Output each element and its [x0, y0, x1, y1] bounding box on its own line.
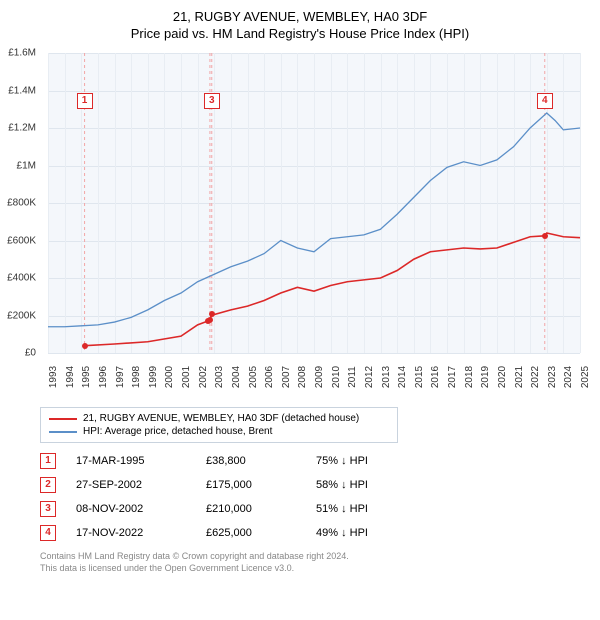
- x-tick-label: 2022: [530, 366, 541, 388]
- event-pct: 75% ↓ HPI: [316, 455, 396, 467]
- event-price: £38,800: [206, 455, 296, 467]
- legend-item: HPI: Average price, detached house, Bren…: [49, 425, 389, 438]
- legend-swatch: [49, 431, 77, 433]
- x-tick-label: 1993: [48, 366, 59, 388]
- event-date: 27-SEP-2002: [76, 479, 186, 491]
- x-tick-label: 1995: [81, 366, 92, 388]
- x-tick-label: 2019: [480, 366, 491, 388]
- marker-box: 4: [537, 93, 553, 109]
- y-tick-label: £200K: [7, 310, 36, 321]
- x-tick-label: 1996: [98, 366, 109, 388]
- x-tick-label: 2021: [514, 366, 525, 388]
- x-tick-label: 2004: [231, 366, 242, 388]
- x-tick-label: 2018: [464, 366, 475, 388]
- legend-swatch: [49, 418, 77, 420]
- footer-line1: Contains HM Land Registry data © Crown c…: [40, 551, 590, 563]
- x-tick-label: 2024: [563, 366, 574, 388]
- x-tick-label: 2014: [397, 366, 408, 388]
- event-row: 4 17-NOV-2022 £625,000 49% ↓ HPI: [40, 521, 590, 545]
- y-tick-label: £1.2M: [8, 123, 36, 134]
- x-tick-label: 2000: [164, 366, 175, 388]
- event-price: £175,000: [206, 479, 296, 491]
- legend-label: 21, RUGBY AVENUE, WEMBLEY, HA0 3DF (deta…: [83, 413, 359, 424]
- event-number: 1: [40, 453, 56, 469]
- y-tick-label: £0: [25, 348, 36, 359]
- legend-label: HPI: Average price, detached house, Bren…: [83, 426, 272, 437]
- x-tick-label: 2005: [248, 366, 259, 388]
- event-row: 2 27-SEP-2002 £175,000 58% ↓ HPI: [40, 473, 590, 497]
- x-tick-label: 2008: [297, 366, 308, 388]
- y-tick-label: £600K: [7, 235, 36, 246]
- x-tick-label: 1998: [131, 366, 142, 388]
- event-date: 17-NOV-2022: [76, 527, 186, 539]
- x-tick-label: 1999: [148, 366, 159, 388]
- footer-line2: This data is licensed under the Open Gov…: [40, 563, 590, 575]
- x-tick-label: 2023: [547, 366, 558, 388]
- x-tick-label: 2012: [364, 366, 375, 388]
- marker-box: 1: [77, 93, 93, 109]
- x-tick-label: 2025: [580, 366, 591, 388]
- chart-svg: [48, 53, 580, 353]
- event-date: 17-MAR-1995: [76, 455, 186, 467]
- x-tick-label: 2003: [214, 366, 225, 388]
- plot-area: 1 3 4: [48, 53, 580, 353]
- x-tick-label: 2011: [347, 366, 358, 388]
- event-row: 3 08-NOV-2002 £210,000 51% ↓ HPI: [40, 497, 590, 521]
- event-price: £625,000: [206, 527, 296, 539]
- x-tick-label: 2020: [497, 366, 508, 388]
- chart-area: £0£200K£400K£600K£800K£1M£1.2M£1.4M£1.6M…: [40, 49, 600, 399]
- y-tick-label: £1.4M: [8, 85, 36, 96]
- y-tick-label: £1.6M: [8, 48, 36, 59]
- x-tick-label: 2010: [331, 366, 342, 388]
- x-tick-label: 2016: [430, 366, 441, 388]
- x-tick-label: 2002: [198, 366, 209, 388]
- x-tick-label: 2015: [414, 366, 425, 388]
- chart-title-line1: 21, RUGBY AVENUE, WEMBLEY, HA0 3DF: [0, 0, 600, 26]
- x-tick-label: 2009: [314, 366, 325, 388]
- event-number: 3: [40, 501, 56, 517]
- event-date: 08-NOV-2002: [76, 503, 186, 515]
- y-tick-label: £1M: [17, 160, 36, 171]
- event-number: 4: [40, 525, 56, 541]
- x-tick-label: 1997: [115, 366, 126, 388]
- event-table: 1 17-MAR-1995 £38,800 75% ↓ HPI 2 27-SEP-2002…: [40, 449, 590, 545]
- event-pct: 51% ↓ HPI: [316, 503, 396, 515]
- legend-item: 21, RUGBY AVENUE, WEMBLEY, HA0 3DF (deta…: [49, 412, 389, 425]
- x-axis: 1993 1994 1995 1996 1997 1998 1999 2000 2001 2002…: [48, 357, 580, 397]
- event-number: 2: [40, 477, 56, 493]
- x-tick-label: 1994: [65, 366, 76, 388]
- y-tick-label: £800K: [7, 198, 36, 209]
- event-pct: 49% ↓ HPI: [316, 527, 396, 539]
- sale-dot: [82, 343, 88, 349]
- footer-attribution: Contains HM Land Registry data © Crown c…: [40, 551, 590, 574]
- event-row: 1 17-MAR-1995 £38,800 75% ↓ HPI: [40, 449, 590, 473]
- sale-dot: [209, 311, 215, 317]
- event-pct: 58% ↓ HPI: [316, 479, 396, 491]
- legend: 21, RUGBY AVENUE, WEMBLEY, HA0 3DF (deta…: [40, 407, 398, 443]
- x-tick-label: 2006: [264, 366, 275, 388]
- y-tick-label: £400K: [7, 273, 36, 284]
- x-tick-label: 2001: [181, 366, 192, 388]
- sale-dot: [207, 317, 213, 323]
- chart-title-line2: Price paid vs. HM Land Registry's House …: [0, 26, 600, 45]
- sale-dot: [542, 233, 548, 239]
- marker-box: 3: [204, 93, 220, 109]
- event-price: £210,000: [206, 503, 296, 515]
- y-axis: £0£200K£400K£600K£800K£1M£1.2M£1.4M£1.6M: [0, 53, 40, 353]
- x-tick-label: 2017: [447, 366, 458, 388]
- x-tick-label: 2013: [381, 366, 392, 388]
- x-tick-label: 2007: [281, 366, 292, 388]
